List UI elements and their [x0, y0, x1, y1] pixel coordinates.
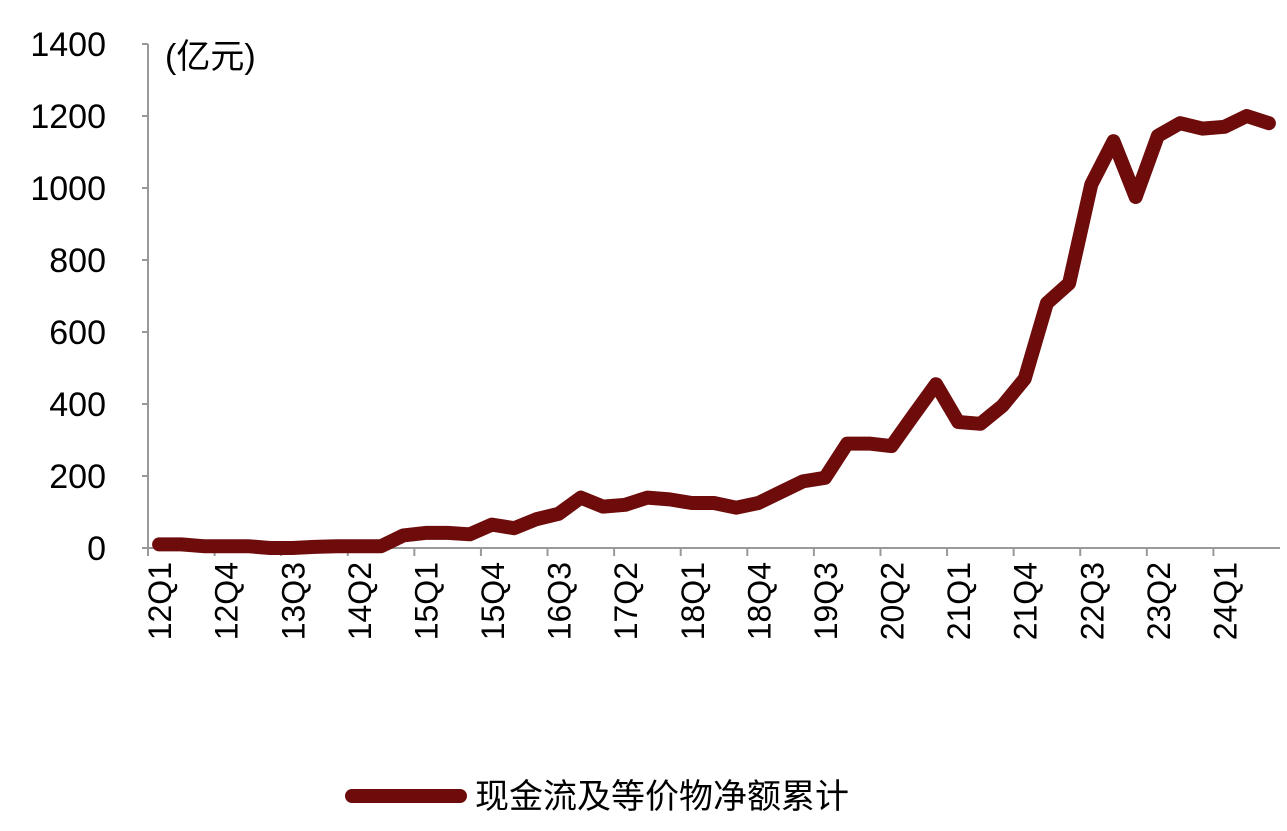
y-tick-label: 400 — [49, 386, 106, 424]
x-tick-label: 23Q2 — [1141, 562, 1177, 640]
y-tick-label: 800 — [49, 242, 106, 280]
x-tick-label: 12Q1 — [142, 562, 178, 640]
x-tick-label: 16Q3 — [542, 562, 578, 640]
y-tick-label: 200 — [49, 458, 106, 496]
x-tick-label: 24Q1 — [1208, 562, 1244, 640]
x-tick-label: 22Q3 — [1074, 562, 1110, 640]
y-tick-label: 1000 — [30, 170, 106, 208]
x-tick-label: 15Q1 — [408, 562, 444, 640]
x-tick-label: 20Q2 — [875, 562, 911, 640]
x-tick-label: 15Q4 — [475, 562, 511, 640]
y-tick-label: 1200 — [30, 98, 106, 136]
x-tick-label: 21Q4 — [1008, 562, 1044, 640]
x-tick-label: 12Q4 — [209, 562, 245, 640]
x-tick-label: 14Q2 — [342, 562, 378, 640]
y-tick-label: 1400 — [30, 26, 106, 64]
y-tick-label: 600 — [49, 314, 106, 352]
unit-label: (亿元) — [165, 38, 256, 76]
x-tick-label: 18Q4 — [741, 562, 777, 640]
x-tick-label: 18Q1 — [675, 562, 711, 640]
x-tick-label: 21Q1 — [941, 562, 977, 640]
x-tick-label: 17Q2 — [608, 562, 644, 640]
y-tick-label: 0 — [87, 530, 106, 568]
x-tick-label: 19Q3 — [808, 562, 844, 640]
x-tick-label: 13Q3 — [275, 562, 311, 640]
legend-label: 现金流及等价物净额累计 — [475, 778, 849, 816]
line-series — [152, 109, 1276, 555]
